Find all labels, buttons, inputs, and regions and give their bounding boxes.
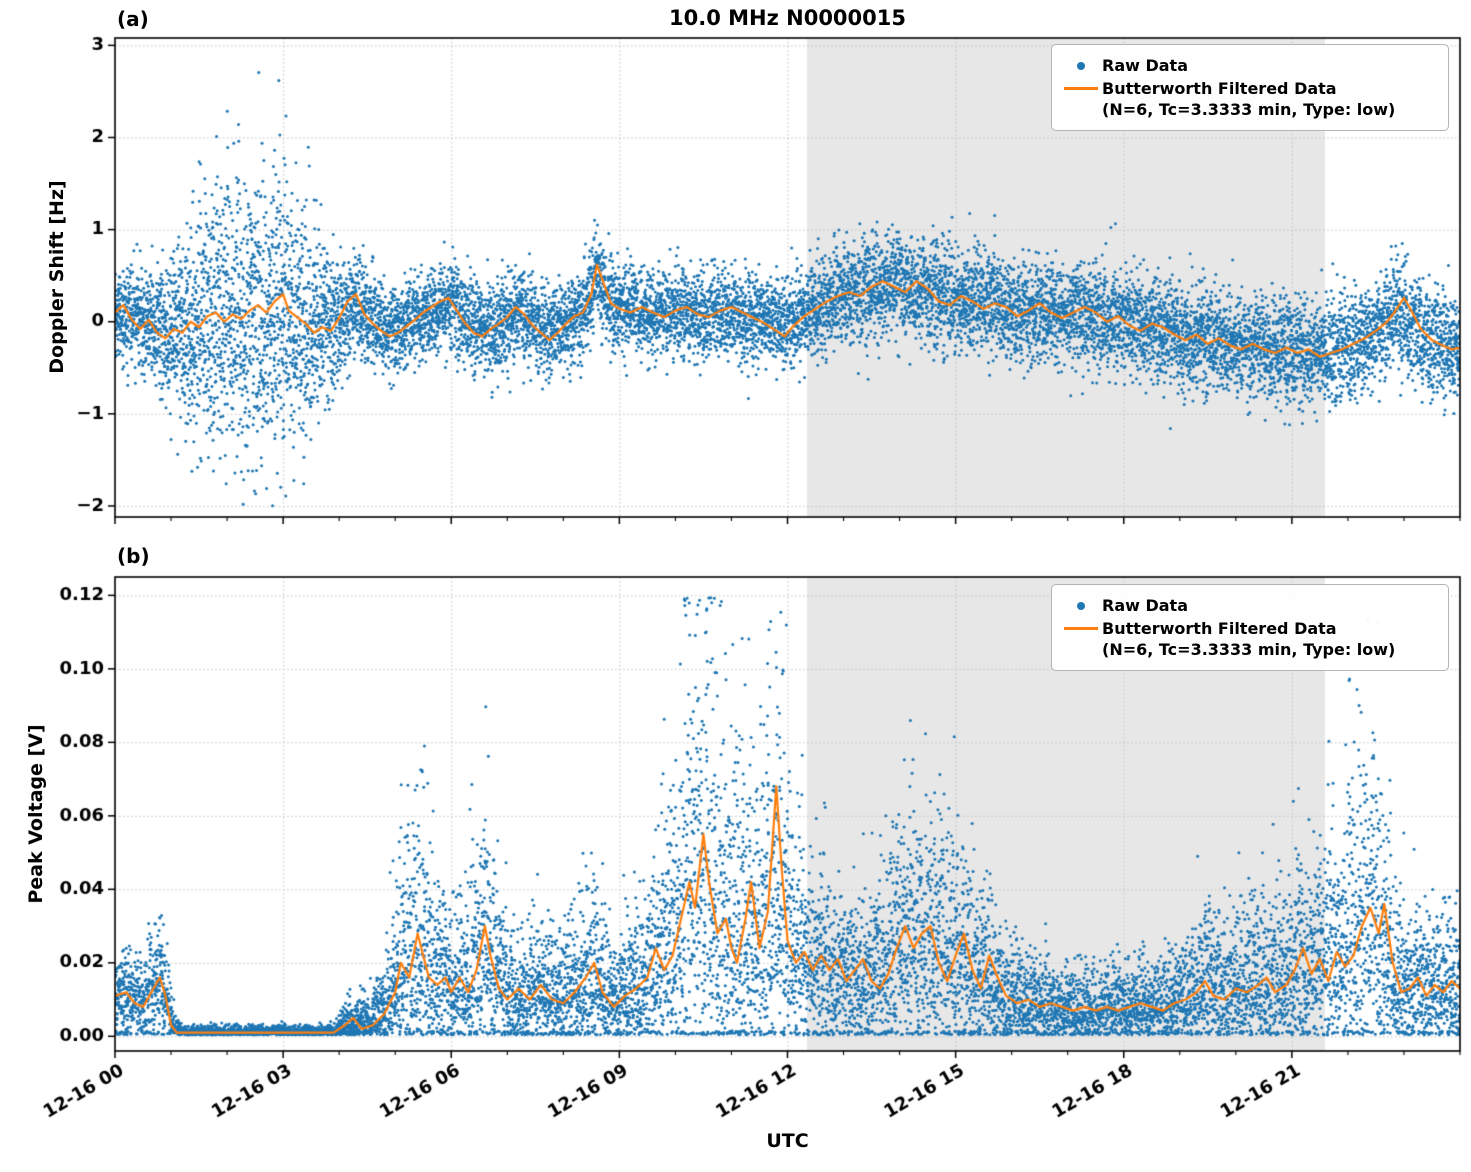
panel-b-y-axis-label: Peak Voltage [V] [25, 724, 47, 904]
legend-raw-label: Raw Data [1102, 56, 1188, 75]
legend-raw-label: Raw Data [1102, 596, 1188, 615]
raw-data-marker-icon [1077, 61, 1085, 70]
filtered-line-icon [1064, 87, 1098, 91]
figure-title: 10.0 MHz N0000015 [669, 6, 906, 30]
panel-a-label: (a) [117, 7, 149, 31]
legend-entry-filtered: Butterworth Filtered Data (N=6, Tc=3.333… [1060, 618, 1436, 660]
legend-entry-raw: Raw Data [1060, 595, 1436, 616]
legend-filtered-label: Butterworth Filtered Data [1102, 79, 1337, 99]
legend-panel-a: Raw Data Butterworth Filtered Data (N=6,… [1051, 44, 1449, 132]
legend-entry-raw: Raw Data [1060, 55, 1436, 76]
legend-entry-filtered: Butterworth Filtered Data (N=6, Tc=3.333… [1060, 78, 1436, 120]
legend-filtered-sublabel: (N=6, Tc=3.3333 min, Type: low) [1102, 640, 1396, 660]
x-axis-label: UTC [766, 1130, 809, 1152]
raw-data-marker-icon [1077, 601, 1085, 610]
legend-filtered-sublabel: (N=6, Tc=3.3333 min, Type: low) [1102, 100, 1396, 120]
panel-a-y-axis-label: Doppler Shift [Hz] [46, 180, 68, 374]
panel-b-label: (b) [117, 544, 150, 568]
legend-filtered-label: Butterworth Filtered Data [1102, 619, 1337, 639]
filtered-line-icon [1064, 627, 1098, 631]
legend-panel-b: Raw Data Butterworth Filtered Data (N=6,… [1051, 584, 1449, 672]
